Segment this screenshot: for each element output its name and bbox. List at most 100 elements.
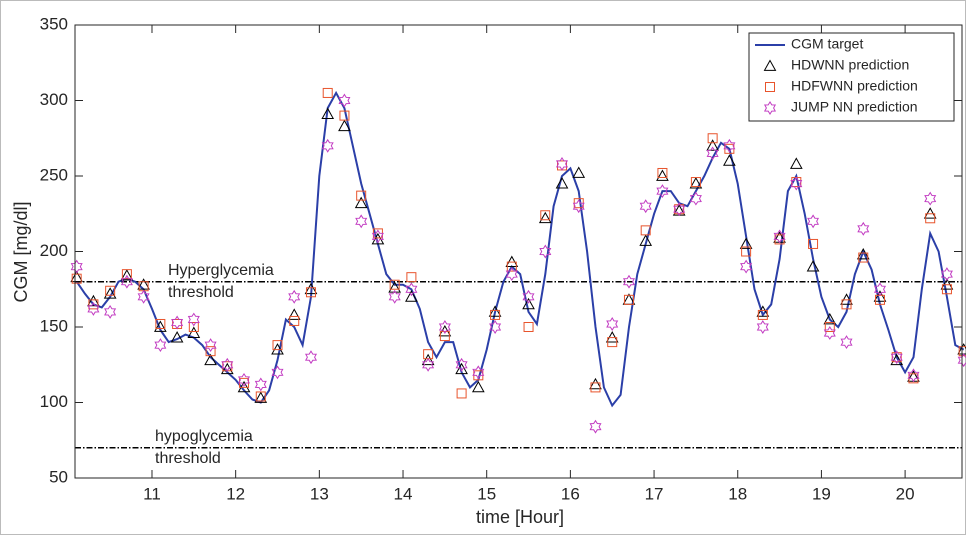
triangle-marker xyxy=(405,290,418,302)
triangle-marker xyxy=(170,331,184,343)
triangle-marker xyxy=(689,177,703,189)
hexagram-marker xyxy=(271,365,284,380)
triangle-marker xyxy=(806,260,820,272)
hexagram-marker xyxy=(589,419,602,434)
square-marker xyxy=(623,294,634,305)
square-marker xyxy=(305,287,316,298)
x-tick-label: 11 xyxy=(143,484,161,503)
hexagram-marker xyxy=(137,289,150,304)
hexagram-marker xyxy=(522,289,535,304)
hexagram-marker xyxy=(689,191,702,206)
triangle-marker xyxy=(338,119,351,132)
hexagram-marker xyxy=(957,353,966,368)
triangle-marker xyxy=(840,293,853,305)
x-tick-label: 20 xyxy=(896,484,915,503)
triangle-marker xyxy=(823,312,837,325)
square-marker xyxy=(406,272,417,283)
square-marker xyxy=(289,315,300,326)
square-marker xyxy=(255,391,266,402)
square-marker xyxy=(958,346,966,357)
square-marker xyxy=(925,213,936,224)
square-marker xyxy=(891,352,902,363)
y-tick-label: 200 xyxy=(40,241,68,260)
hexagram-marker xyxy=(924,191,937,206)
hexagram-marker xyxy=(472,365,485,380)
hexagram-marker xyxy=(304,350,318,365)
hexagram-marker xyxy=(763,101,777,115)
triangle-marker xyxy=(438,325,452,337)
triangle-marker xyxy=(154,320,167,332)
triangle-marker xyxy=(505,255,519,267)
x-tick-label: 19 xyxy=(812,484,831,503)
hexagram-marker xyxy=(622,274,636,289)
hexagram-marker xyxy=(823,326,836,340)
legend-label: JUMP NN prediction xyxy=(791,99,918,115)
hexagram-marker xyxy=(405,282,418,297)
square-marker xyxy=(824,322,835,332)
triangle-marker xyxy=(204,353,217,366)
hexagram-marker xyxy=(873,282,887,297)
hexagram-marker xyxy=(438,320,451,334)
triangle-marker xyxy=(304,282,318,295)
triangle-marker xyxy=(287,308,301,320)
hexagram-marker xyxy=(221,357,234,372)
hexagram-marker xyxy=(756,320,769,334)
square-marker xyxy=(674,204,685,215)
hexagram-marker xyxy=(355,214,368,229)
hexagram-marker xyxy=(288,289,301,304)
hexagram-marker xyxy=(673,202,686,217)
square-marker xyxy=(105,285,116,296)
triangle-marker xyxy=(455,362,468,375)
x-tick-label: 14 xyxy=(394,484,413,503)
square-marker xyxy=(389,279,400,290)
triangle-marker xyxy=(639,234,653,246)
x-tick-label: 18 xyxy=(728,484,747,503)
square-marker xyxy=(439,331,450,342)
triangle-marker xyxy=(856,247,870,260)
square-marker xyxy=(607,337,618,348)
hexagram-marker xyxy=(572,199,585,214)
legend-label: HDWNN prediction xyxy=(791,57,909,73)
hexagram-marker xyxy=(120,274,133,289)
hexagram-marker xyxy=(187,312,200,327)
hexagram-marker xyxy=(489,320,502,334)
hexagram-marker xyxy=(388,289,401,304)
triangle-marker xyxy=(388,281,402,293)
square-marker xyxy=(188,322,199,332)
triangle-marker xyxy=(873,290,887,302)
hexagram-marker xyxy=(539,244,552,259)
triangle-marker xyxy=(321,107,335,119)
x-tick-label: 15 xyxy=(477,484,496,503)
triangle-marker xyxy=(572,166,586,178)
legend: CGM target HDWNN prediction HDFWNN predict… xyxy=(748,32,955,122)
hexagram-marker xyxy=(940,267,953,282)
threshold-label: hypoglycemia xyxy=(155,428,253,445)
hexagram-marker xyxy=(321,138,334,153)
triangle-marker xyxy=(706,139,719,151)
hexagram-marker xyxy=(890,350,903,365)
triangle-marker xyxy=(237,380,251,393)
triangle-marker xyxy=(271,343,284,355)
threshold-label: threshold xyxy=(155,450,221,467)
square-marker xyxy=(506,261,517,272)
triangle-marker xyxy=(656,169,669,181)
triangle-marker xyxy=(723,154,736,166)
square-marker xyxy=(339,110,350,121)
square-marker xyxy=(657,167,668,178)
triangle-marker xyxy=(120,269,134,281)
hexagram-marker xyxy=(723,138,736,153)
square-marker xyxy=(205,346,216,357)
hexagram-marker xyxy=(104,304,117,319)
hexagram-marker xyxy=(237,372,251,387)
triangle-marker xyxy=(555,177,569,189)
triangle-marker xyxy=(70,270,84,283)
square-marker xyxy=(71,273,82,284)
square-marker xyxy=(757,309,768,320)
triangle-marker xyxy=(471,380,485,393)
square-marker xyxy=(456,388,467,399)
hexagram-marker xyxy=(555,156,569,171)
square-marker xyxy=(490,309,501,320)
triangle-marker xyxy=(421,353,435,366)
triangle-marker xyxy=(187,326,201,338)
